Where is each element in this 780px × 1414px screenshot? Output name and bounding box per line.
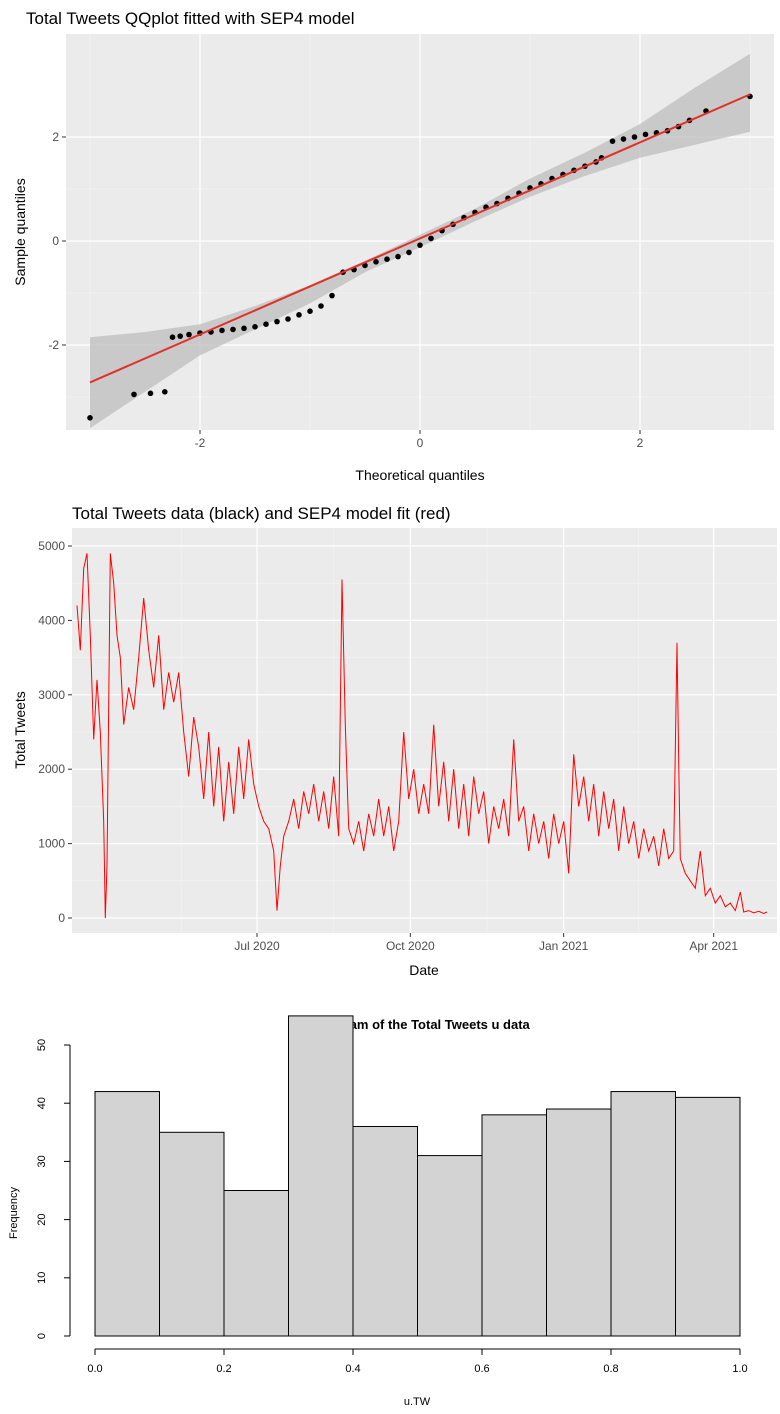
qq-point (318, 303, 324, 309)
ts-ticks: Jul 2020 Oct 2020 Jan 2021 Apr 2021 0 1000 200… (38, 539, 738, 953)
hist-bar (675, 1096, 741, 1337)
qq-point (274, 318, 280, 325)
ts-y-tick-label: 1000 (38, 837, 65, 851)
qq-point (241, 325, 247, 332)
ts-x-tick-label: Jul 2020 (234, 939, 280, 953)
qq-y-tick-label: 2 (52, 130, 59, 144)
hist-bar (288, 1015, 354, 1337)
qq-point (631, 134, 638, 140)
qq-point (252, 324, 258, 330)
qq-ticks: -2 0 2 -2 0 2 (48, 130, 643, 450)
qq-x-tick-label: 0 (417, 436, 424, 450)
hist-bar (352, 1125, 418, 1337)
ts-ylabel: Total Tweets (12, 691, 28, 769)
qq-y-tick-label: -2 (48, 338, 59, 352)
hist-y-tick-label: 30 (36, 1155, 48, 1167)
qq-point (230, 326, 236, 333)
qq-point (186, 331, 192, 338)
histogram-plot: Histogram of the Total Tweets u data 0.0… (8, 1015, 748, 1408)
hist-bar (610, 1091, 676, 1337)
qq-point (620, 136, 627, 142)
qq-point (428, 235, 434, 242)
hist-axes: 0.0 0.2 0.4 0.6 0.8 1.0 0 10 20 30 40 50 (36, 1039, 748, 1375)
hist-x-tick-label: 0.6 (474, 1363, 489, 1375)
ts-x-tick-label: Apr 2021 (689, 939, 738, 953)
qq-point (263, 321, 269, 328)
ts-grid (72, 528, 777, 933)
hist-x-tick-label: 0.4 (345, 1363, 360, 1375)
hist-x-tick-label: 0.2 (216, 1363, 231, 1375)
hist-bars (94, 1015, 741, 1337)
hist-y-tick-label: 40 (36, 1097, 48, 1109)
ts-y-tick-label: 5000 (38, 539, 65, 553)
hist-bar (94, 1091, 160, 1337)
ts-series-line (76, 553, 768, 919)
qq-xlabel: Theoretical quantiles (355, 467, 484, 483)
hist-xlabel: u.TW (404, 1396, 431, 1408)
qq-confidence-band (90, 53, 750, 429)
qq-point (395, 253, 401, 260)
hist-ylabel: Frequency (8, 1187, 20, 1239)
ts-y-tick-label: 2000 (38, 762, 65, 776)
ts-y-tick-label: 4000 (38, 613, 65, 627)
hist-title: Histogram of the Total Tweets u data (304, 1017, 530, 1032)
ts-xlabel: Date (409, 962, 439, 978)
qq-point (219, 327, 225, 334)
qq-point (417, 242, 423, 248)
qq-point (609, 138, 616, 144)
ts-x-tick-label: Jan 2021 (539, 939, 589, 953)
qq-point (131, 391, 137, 398)
qq-point (177, 333, 183, 339)
hist-y-tick-label: 20 (36, 1213, 48, 1225)
qq-point (162, 389, 168, 395)
qq-point (406, 249, 412, 256)
qq-point (87, 415, 93, 421)
qq-point (169, 334, 176, 341)
ts-x-tick-label: Oct 2020 (386, 939, 435, 953)
hist-y-tick-label: 10 (36, 1272, 48, 1284)
qq-title: Total Tweets QQplot fitted with SEP4 mod… (26, 9, 355, 28)
hist-y-tick-label: 50 (36, 1039, 48, 1051)
qq-x-tick-label: -2 (195, 436, 206, 450)
qq-fit-line (89, 93, 751, 384)
ts-title: Total Tweets data (black) and SEP4 model… (72, 504, 451, 523)
qq-point (642, 131, 649, 138)
ts-panel (72, 528, 777, 933)
qq-point (373, 259, 379, 265)
hist-bar (159, 1131, 225, 1337)
hist-x-tick-label: 0.0 (87, 1363, 102, 1375)
qq-plot: Total Tweets QQplot fitted with SEP4 mod… (12, 9, 774, 483)
ts-y-tick-label: 0 (58, 911, 65, 925)
qq-point (147, 390, 154, 397)
hist-bar (546, 1108, 612, 1337)
qq-ylabel: Sample quantiles (12, 178, 28, 285)
ts-y-tick-label: 3000 (38, 688, 65, 702)
hist-x-tick-label: 0.8 (603, 1363, 618, 1375)
qq-x-tick-label: 2 (637, 436, 644, 450)
qq-point (307, 308, 313, 315)
hist-y-tick-label: 0 (36, 1333, 48, 1339)
hist-bar (223, 1190, 289, 1337)
qq-point (329, 292, 335, 299)
qq-point (285, 316, 291, 322)
qq-point (384, 256, 390, 263)
qq-point (296, 312, 302, 318)
qq-y-tick-label: 0 (52, 234, 59, 248)
hist-bar (481, 1114, 547, 1337)
hist-x-tick-label: 1.0 (732, 1363, 747, 1375)
hist-bar (417, 1155, 483, 1337)
timeseries-plot: Total Tweets data (black) and SEP4 model… (12, 504, 777, 978)
